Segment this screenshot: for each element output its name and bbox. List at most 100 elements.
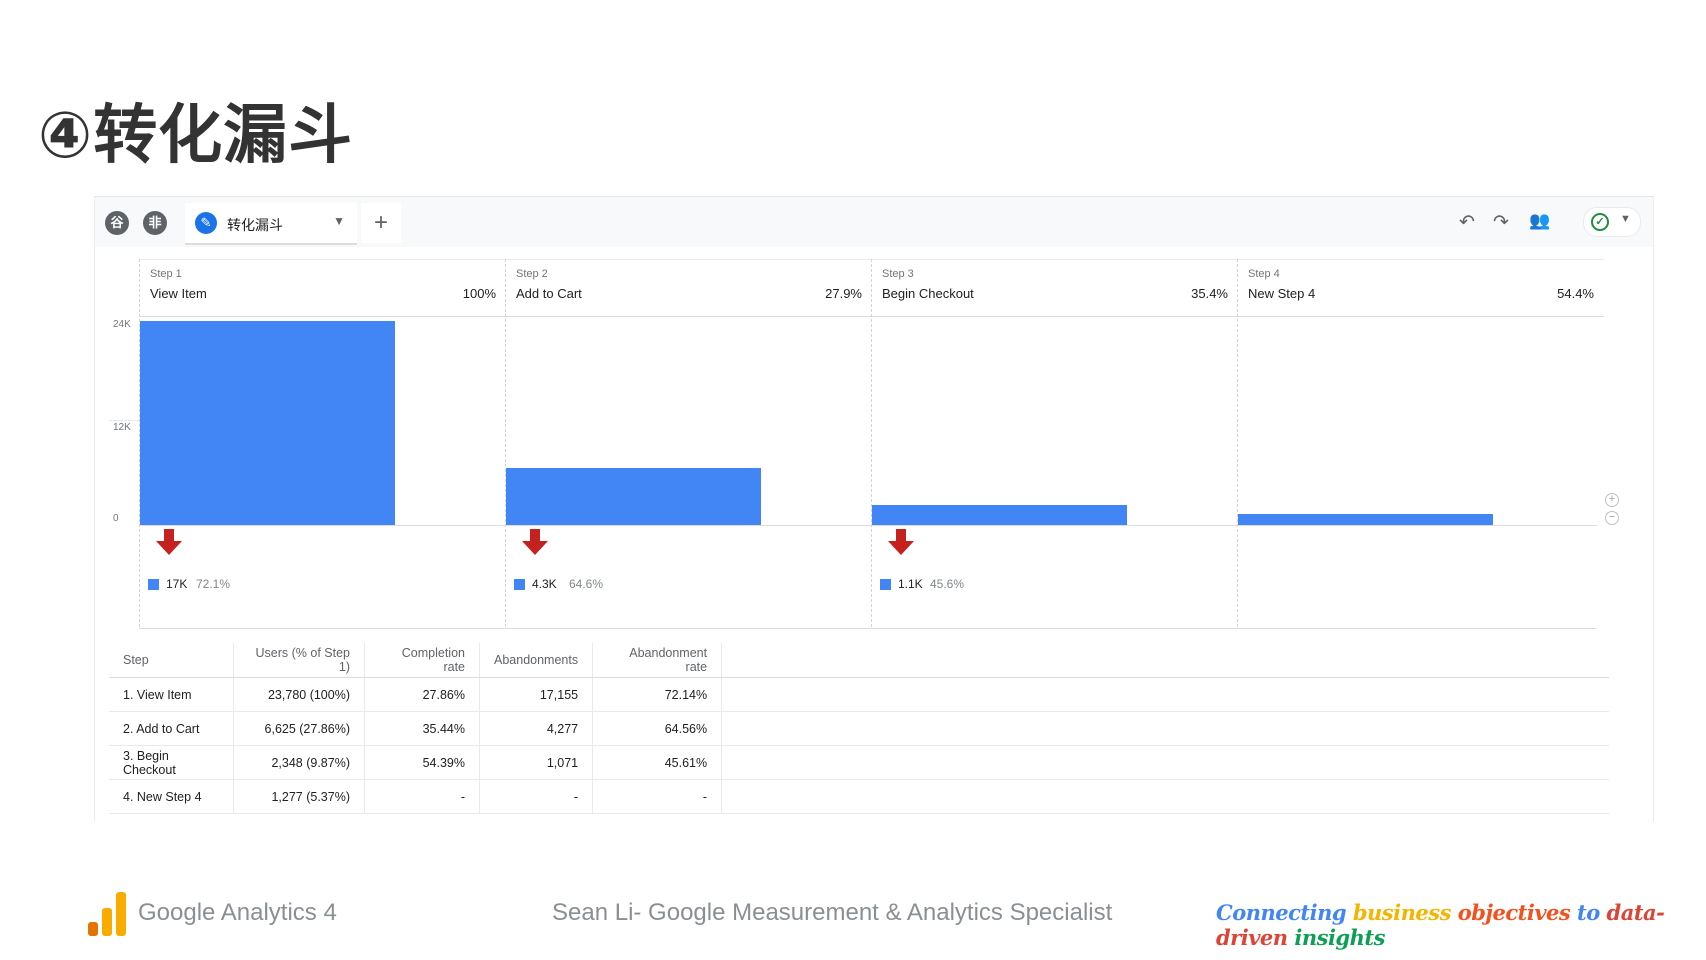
step-percent: 54.4% xyxy=(1557,286,1594,301)
table-cell: 45.61% xyxy=(592,745,723,780)
table-cell: 72.14% xyxy=(592,677,723,712)
table-cell: 4. New Step 4 xyxy=(109,779,234,814)
redo-icon[interactable]: ↷ xyxy=(1493,212,1509,233)
table-cell: 6,625 (27.86%) xyxy=(233,711,365,746)
step-number: Step 4 xyxy=(1248,268,1280,280)
y-tick-label: 24K xyxy=(113,319,131,330)
slogan-word: insights xyxy=(1294,925,1385,950)
tab-label: 转化漏斗 xyxy=(227,218,283,234)
table-cell: 27.86% xyxy=(364,677,480,712)
chart-bottom-border xyxy=(139,628,1597,629)
funnel-step-4[interactable]: Step 4 New Step 4 54.4% xyxy=(1237,259,1604,627)
funnel-bar[interactable] xyxy=(506,468,761,525)
step-name: New Step 4 xyxy=(1248,286,1316,301)
footer-product: Google Analytics 4 xyxy=(138,899,337,926)
slogan-word: objectives xyxy=(1457,900,1578,925)
segment-icon[interactable]: 非 xyxy=(143,211,167,235)
logo-bar xyxy=(116,892,126,936)
step-header: Step 3 Begin Checkout 35.4% xyxy=(872,259,1238,317)
chevron-down-icon[interactable]: ▼ xyxy=(333,214,345,228)
step-name: View Item xyxy=(150,286,207,301)
step-name: Add to Cart xyxy=(516,286,582,301)
step-number: Step 2 xyxy=(516,268,548,280)
tab-funnel[interactable]: ✎ 转化漏斗 ▼ xyxy=(185,203,357,245)
table-filler xyxy=(721,711,1609,746)
abandonment-count: 4.3K xyxy=(532,577,557,591)
funnel-bar[interactable] xyxy=(872,504,1127,525)
funnel-bar[interactable] xyxy=(1238,514,1493,525)
exploration-toolbar: 谷 非 ✎ 转化漏斗 ▼ + ↶ ↷ 👥 ✓ ▼ xyxy=(95,197,1653,247)
abandonment-arrow-icon xyxy=(888,529,914,555)
step-number: Step 1 xyxy=(150,268,182,280)
table-cell: 1,277 (5.37%) xyxy=(233,779,365,814)
add-tab-button[interactable]: + xyxy=(361,203,401,243)
step-percent: 27.9% xyxy=(825,286,862,301)
table-cell: - xyxy=(364,779,480,814)
step-header: Step 2 Add to Cart 27.9% xyxy=(506,259,872,317)
table-row[interactable]: 1. View Item 23,780 (100%) 27.86% 17,155… xyxy=(109,677,1609,712)
check-circle-icon: ✓ xyxy=(1591,213,1609,231)
table-cell: - xyxy=(479,779,594,814)
table-cell: 1. View Item xyxy=(109,677,234,712)
funnel-results-table: Step Users (% of Step 1) Completion rate… xyxy=(109,643,1609,814)
slogan-word: to xyxy=(1577,900,1607,925)
column-header[interactable]: Abandonments xyxy=(479,643,594,678)
table-row[interactable]: 2. Add to Cart 6,625 (27.86%) 35.44% 4,2… xyxy=(109,711,1609,746)
abandonment-rate: 72.1% xyxy=(196,577,231,591)
slide-title: ④转化漏斗 xyxy=(38,99,354,173)
table-cell: 35.44% xyxy=(364,711,480,746)
zoom-in-icon[interactable]: + xyxy=(1605,493,1619,507)
abandonment-rate: 64.6% xyxy=(569,577,604,591)
plus-icon: + xyxy=(373,209,388,236)
table-header-row: Step Users (% of Step 1) Completion rate… xyxy=(109,643,1609,678)
share-users-icon[interactable]: 👥 xyxy=(1529,211,1551,230)
footer-slogan: Connecting business objectives to data-d… xyxy=(1216,900,1706,950)
y-gridline xyxy=(109,420,139,421)
legend-swatch xyxy=(880,579,891,590)
table-cell: 4,277 xyxy=(479,711,594,746)
step-number: Step 3 xyxy=(882,268,914,280)
table-cell: 1,071 xyxy=(479,745,594,780)
column-header[interactable]: Users (% of Step 1) xyxy=(233,643,365,678)
abandonment-arrow-icon xyxy=(522,529,548,555)
step-percent: 100% xyxy=(462,286,496,301)
funnel-bar[interactable] xyxy=(140,320,395,525)
slogan-word: Connecting xyxy=(1216,900,1353,925)
slogan-word: data-driven xyxy=(1216,900,1665,950)
table-cell: 54.39% xyxy=(364,745,480,780)
logo-bar xyxy=(88,922,98,936)
legend-swatch xyxy=(514,579,525,590)
pencil-icon[interactable]: ✎ xyxy=(195,212,217,234)
table-filler xyxy=(721,677,1609,712)
column-header[interactable]: Completion rate xyxy=(364,643,480,678)
abandonment-rate: 45.6% xyxy=(930,577,965,591)
step-header: Step 1 View Item 100% xyxy=(140,259,506,317)
table-cell: 2,348 (9.87%) xyxy=(233,745,365,780)
abandonment-count: 17K xyxy=(166,577,188,591)
table-cell: 23,780 (100%) xyxy=(233,677,365,712)
column-header[interactable]: Step xyxy=(109,643,234,678)
funnel-chart: 24K 12K 0 Step 1 View Item 100% 17K 72.1… xyxy=(95,259,1635,629)
table-cell: 3. Begin Checkout xyxy=(109,745,234,780)
table-cell: 2. Add to Cart xyxy=(109,711,234,746)
slogan-word: business xyxy=(1352,900,1458,925)
table-filler xyxy=(721,779,1609,814)
table-cell: - xyxy=(592,779,723,814)
table-row[interactable]: 4. New Step 4 1,277 (5.37%) - - - xyxy=(109,779,1609,814)
y-tick-label: 0 xyxy=(113,513,119,524)
status-dropdown[interactable]: ✓ ▼ xyxy=(1583,207,1641,237)
chart-baseline xyxy=(139,525,1597,526)
funnel-step-3[interactable]: Step 3 Begin Checkout 35.4% 1.1K 45.6% xyxy=(871,259,1238,627)
table-row[interactable]: 3. Begin Checkout 2,348 (9.87%) 54.39% 1… xyxy=(109,745,1609,780)
funnel-step-1[interactable]: Step 1 View Item 100% 17K 72.1% xyxy=(139,259,506,627)
table-cell: 64.56% xyxy=(592,711,723,746)
column-header[interactable]: Abandonment rate xyxy=(592,643,723,678)
table-filler xyxy=(721,745,1609,780)
chevron-down-icon: ▼ xyxy=(1620,213,1631,225)
ga-logo-icon xyxy=(88,892,128,936)
zoom-out-icon[interactable]: − xyxy=(1605,511,1619,525)
undo-icon[interactable]: ↶ xyxy=(1459,212,1475,233)
funnel-step-2[interactable]: Step 2 Add to Cart 27.9% 4.3K 64.6% xyxy=(505,259,872,627)
table-filler xyxy=(721,643,1609,678)
compare-icon[interactable]: 谷 xyxy=(105,211,129,235)
